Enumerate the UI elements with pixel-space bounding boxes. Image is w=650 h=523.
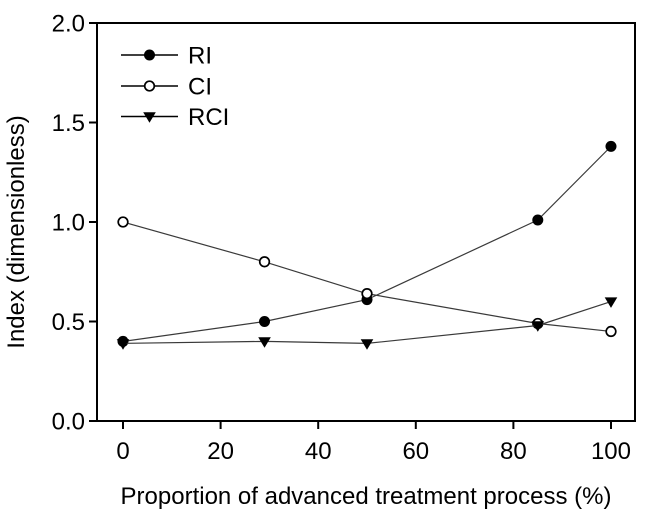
series-RI-marker xyxy=(259,316,271,327)
x-tick-label: 20 xyxy=(207,438,234,465)
series-RCI-marker xyxy=(116,339,130,350)
series-RCI-marker xyxy=(604,297,618,308)
y-axis-title: Index (dimensionless) xyxy=(3,115,30,348)
plot-frame xyxy=(96,22,636,422)
series-RI-line xyxy=(122,145,612,342)
series-RI-marker xyxy=(532,214,544,226)
series-CI-marker xyxy=(117,216,129,228)
legend-marker-RCI xyxy=(143,112,156,123)
legend-label-RI: RI xyxy=(188,43,212,70)
series-CI-marker xyxy=(605,325,617,338)
legend-label-CI: CI xyxy=(188,74,212,101)
series-RCI-marker xyxy=(258,337,271,348)
series-CI-line xyxy=(122,221,612,333)
series-RCI-marker xyxy=(531,321,545,332)
series-RI-marker xyxy=(605,140,617,152)
series-CI-marker xyxy=(361,287,373,300)
x-tick-label: 80 xyxy=(500,438,527,465)
x-tick-label: 100 xyxy=(591,438,631,465)
y-tick-label: 1.5 xyxy=(52,110,85,137)
x-tick-label: 0 xyxy=(116,438,129,465)
x-tick-label: 60 xyxy=(402,438,429,465)
y-tick-label: 0.5 xyxy=(52,309,85,336)
series-RCI-marker xyxy=(360,339,374,350)
series-CI-marker xyxy=(258,256,271,268)
x-axis-title: Proportion of advanced treatment process… xyxy=(121,483,612,510)
y-tick-label: 0.0 xyxy=(52,409,85,436)
legend-marker-CI xyxy=(143,80,156,92)
x-tick-label: 40 xyxy=(305,438,332,465)
legend-label-RCI: RCI xyxy=(188,104,229,131)
y-tick-label: 2.0 xyxy=(52,11,85,38)
y-tick-label: 1.0 xyxy=(52,210,85,237)
legend-marker-RI xyxy=(144,49,155,61)
